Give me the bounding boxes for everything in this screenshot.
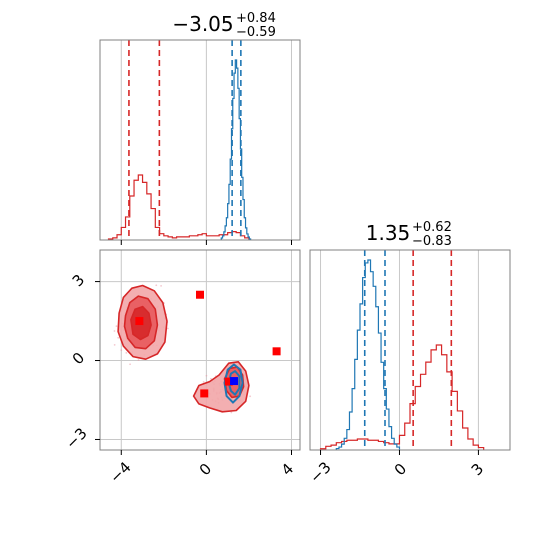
joint-sample-point xyxy=(166,327,169,330)
title-param1-plus: +0.84 xyxy=(236,11,276,26)
hist2-blue-series xyxy=(335,259,401,450)
joint-sample-point xyxy=(249,395,252,398)
joint-sample-point xyxy=(129,363,131,366)
scatter-x-tick-label: −4 xyxy=(106,458,134,486)
hist1-red-series xyxy=(107,174,250,240)
hist2-x-tick-label: −3 xyxy=(306,458,334,486)
title-param1: −3.05 +0.84 −0.59 xyxy=(172,11,275,40)
scatter-x-tick-label: 4 xyxy=(278,460,297,479)
panel-param2-histogram xyxy=(309,249,511,455)
title-param1-minus: −0.59 xyxy=(236,25,276,40)
hist1-frame xyxy=(99,39,301,241)
joint-sample-point xyxy=(230,411,233,414)
joint-frame xyxy=(99,249,301,451)
joint-sample-point xyxy=(115,325,118,327)
joint-red-marker xyxy=(200,389,209,398)
scatter-x-tick-labels: −4 0 4 xyxy=(106,458,297,486)
joint-red-marker xyxy=(196,290,204,299)
title-param2-plus: +0.62 xyxy=(412,220,452,235)
title-param2-minus: −0.83 xyxy=(412,234,452,249)
joint-blue-contour xyxy=(223,363,244,404)
joint-sample-point xyxy=(210,377,212,380)
hist2-frame xyxy=(309,249,511,451)
joint-red-marker xyxy=(224,377,233,386)
scatter-y-tick-labels: 3 0 −3 xyxy=(62,271,90,453)
joint-red-marker xyxy=(272,347,281,356)
hist1-blue-series xyxy=(220,59,252,240)
panel-param1-histogram xyxy=(99,39,301,245)
scatter-y-tick-label: 0 xyxy=(69,349,88,368)
joint-sample-point xyxy=(120,349,123,352)
joint-sample-point xyxy=(160,285,162,287)
scatter-x-tick-label: 0 xyxy=(196,460,215,479)
hist2-x-tick-label: 3 xyxy=(468,460,487,479)
joint-sample-point xyxy=(117,336,120,339)
title-param2-value: 1.35 xyxy=(366,221,411,245)
scatter-y-tick-label: −3 xyxy=(62,424,90,452)
joint-red-marker xyxy=(135,317,144,326)
title-param2: 1.35 +0.62 −0.83 xyxy=(366,220,452,249)
hist2-x-tick-labels: −3 0 3 xyxy=(306,458,487,486)
hist1-background xyxy=(100,40,300,240)
joint-sample-point xyxy=(155,284,158,287)
hist2-red-series xyxy=(319,344,485,450)
joint-sample-point xyxy=(205,374,208,377)
panel-joint-contour xyxy=(95,249,301,455)
scatter-y-tick-label: 3 xyxy=(69,271,88,290)
joint-blue-contour xyxy=(227,370,241,396)
joint-sample-point xyxy=(137,359,140,362)
joint-sample-point xyxy=(113,343,116,346)
joint-blue-marker xyxy=(230,377,239,386)
joint-sample-point xyxy=(202,381,205,383)
joint-sample-point xyxy=(125,351,128,354)
hist2-x-tick-label: 0 xyxy=(391,460,410,479)
title-param1-value: −3.05 xyxy=(172,12,233,36)
joint-sample-point xyxy=(113,330,116,332)
